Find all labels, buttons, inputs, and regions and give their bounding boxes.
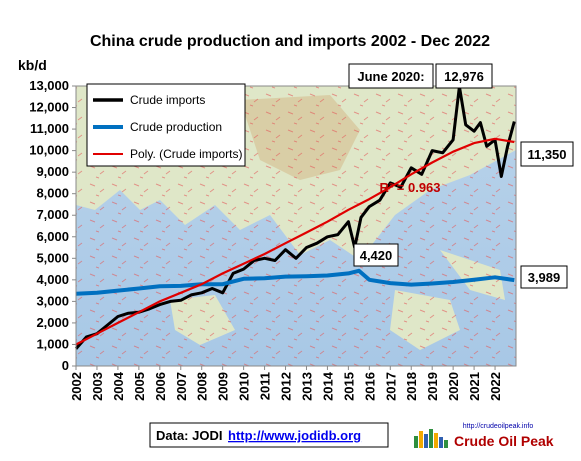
y-axis-label: kb/d bbox=[18, 57, 47, 73]
source-prefix: Data: JODI bbox=[156, 428, 222, 443]
production-peak-callout: 4,420 bbox=[353, 243, 399, 267]
x-tick-label: 2005 bbox=[132, 372, 147, 401]
x-tick-label: 2003 bbox=[90, 372, 105, 401]
y-tick-label: 6,000 bbox=[36, 229, 69, 244]
x-tick-label: 2020 bbox=[446, 372, 461, 401]
legend-label-production: Crude production bbox=[130, 120, 222, 134]
series-line-crude-production bbox=[75, 268, 515, 296]
last-imports-value: 11,350 bbox=[527, 147, 566, 162]
last-production-callout: 3,989 bbox=[520, 265, 568, 289]
y-tick-label: 5,000 bbox=[36, 250, 69, 265]
y-tick-label: 13,000 bbox=[29, 78, 69, 93]
source-link[interactable]: http://www.jodidb.org bbox=[228, 428, 361, 443]
x-tick-label: 2015 bbox=[341, 372, 356, 401]
x-tick-label: 2008 bbox=[195, 372, 210, 401]
x-tick-label: 2006 bbox=[153, 372, 168, 401]
logo-url: http://crudeoilpeak.info bbox=[463, 423, 534, 430]
last-production-value: 3,989 bbox=[528, 270, 561, 285]
x-tick-label: 2009 bbox=[216, 372, 231, 401]
y-tick-label: 1,000 bbox=[36, 336, 69, 351]
crude-oil-peak-logo[interactable]: http://crudeoilpeak.info Crude Oil Peak bbox=[406, 420, 576, 452]
legend-label-poly: Poly. (Crude imports) bbox=[130, 147, 242, 161]
production-peak-value: 4,420 bbox=[360, 248, 393, 263]
y-tick-label: 11,000 bbox=[30, 121, 69, 136]
data-source: Data: JODI bbox=[149, 422, 389, 448]
x-tick-label: 2022 bbox=[488, 372, 503, 401]
y-tick-label: 12,000 bbox=[29, 100, 69, 115]
x-tick-label: 2002 bbox=[69, 372, 84, 401]
peak-value: 12,976 bbox=[444, 69, 484, 84]
series-line-crude-imports bbox=[74, 85, 516, 350]
y-tick-label: 8,000 bbox=[36, 186, 69, 201]
x-tick-label: 2018 bbox=[404, 372, 419, 401]
x-tick-label: 2017 bbox=[383, 372, 398, 401]
x-tick-label: 2012 bbox=[279, 372, 294, 401]
x-tick-label: 2011 bbox=[258, 372, 273, 400]
logo-name: Crude Oil Peak bbox=[454, 433, 554, 449]
x-tick-label: 2014 bbox=[320, 371, 335, 401]
last-imports-callout: 11,350 bbox=[520, 141, 574, 167]
peak-callout: June 2020: 12,976 bbox=[348, 63, 493, 89]
y-tick-label: 0 bbox=[62, 358, 69, 373]
y-tick-label: 9,000 bbox=[36, 164, 69, 179]
chart-title: China crude production and imports 2002 … bbox=[90, 33, 490, 50]
legend-label-imports: Crude imports bbox=[130, 93, 205, 107]
y-tick-label: 2,000 bbox=[36, 315, 69, 330]
x-tick-label: 2019 bbox=[425, 372, 440, 401]
x-tick-label: 2007 bbox=[174, 372, 189, 401]
x-tick-label: 2013 bbox=[299, 372, 314, 401]
y-tick-label: 7,000 bbox=[36, 207, 69, 222]
x-tick-label: 2016 bbox=[362, 372, 377, 401]
plot-area bbox=[75, 85, 517, 367]
y-tick-label: 4,000 bbox=[36, 272, 69, 287]
series-line-poly-trend bbox=[75, 137, 515, 346]
x-tick-label: 2021 bbox=[467, 372, 482, 401]
r-squared-label: R² = 0.963 bbox=[379, 180, 440, 195]
x-tick-label: 2010 bbox=[237, 372, 252, 401]
world-map-background bbox=[76, 86, 516, 366]
legend: Crude imports Crude production Poly. (Cr… bbox=[86, 83, 246, 167]
y-tick-label: 10,000 bbox=[29, 143, 69, 158]
peak-label: June 2020: bbox=[357, 69, 424, 84]
y-tick-label: 3,000 bbox=[36, 293, 69, 308]
x-tick-label: 2004 bbox=[111, 371, 126, 401]
